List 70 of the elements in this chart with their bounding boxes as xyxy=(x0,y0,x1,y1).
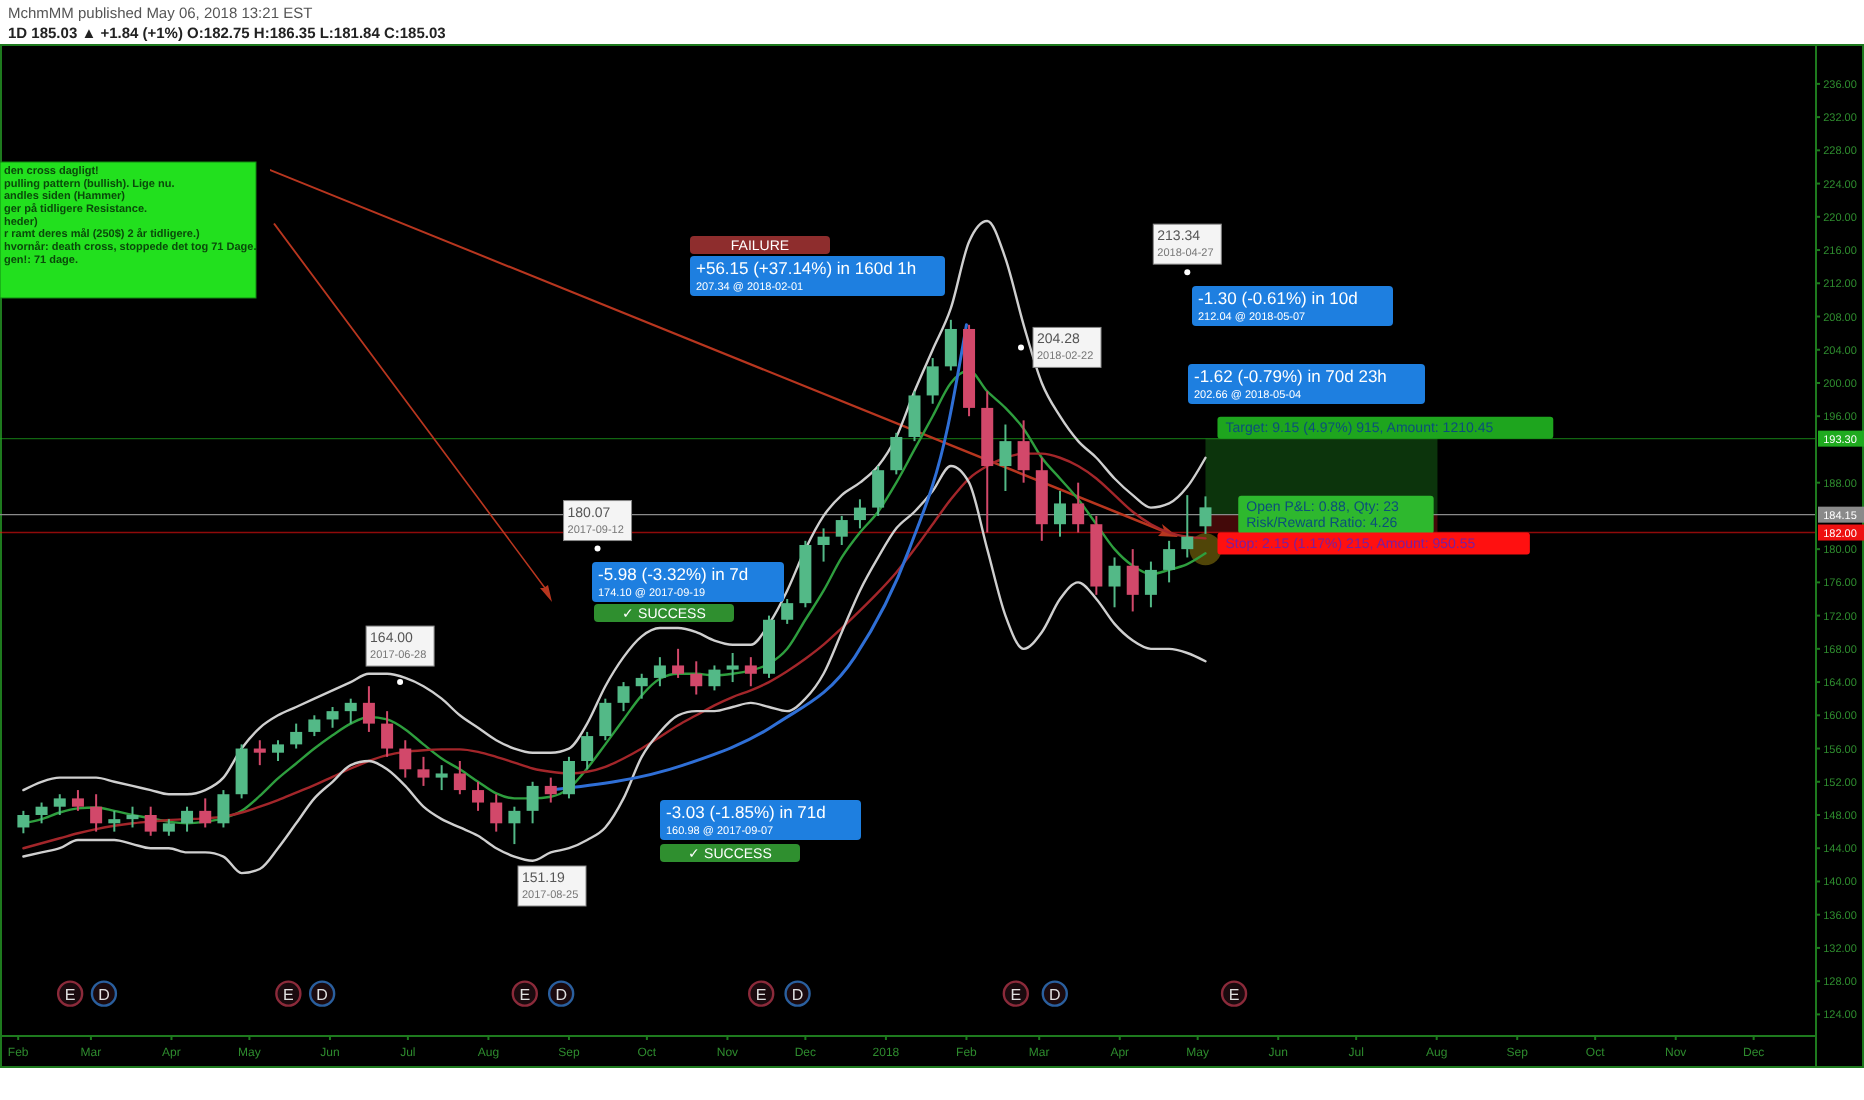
candlestick xyxy=(708,664,721,692)
candlestick xyxy=(453,760,466,796)
candlestick xyxy=(35,801,48,825)
annotation: D xyxy=(555,985,568,1004)
candlestick xyxy=(490,793,503,833)
candlestick xyxy=(1072,481,1085,534)
candlestick xyxy=(853,498,866,530)
annotation: D xyxy=(316,985,329,1004)
candlestick xyxy=(253,739,266,767)
candlestick xyxy=(944,318,957,372)
candlestick xyxy=(653,656,666,688)
candlestick xyxy=(199,797,212,829)
candlestick xyxy=(1053,489,1066,538)
candlestick xyxy=(744,656,757,688)
candlestick xyxy=(472,780,485,812)
candlestick xyxy=(872,465,885,517)
candlestick xyxy=(53,793,66,816)
candlestick xyxy=(308,714,321,738)
candlestick xyxy=(144,805,157,837)
candlestick xyxy=(90,793,103,833)
candlestick xyxy=(672,647,685,679)
candlestick xyxy=(217,789,230,829)
candlestick xyxy=(817,527,830,563)
candlestick xyxy=(544,776,557,804)
annotation: E xyxy=(519,985,531,1004)
candlestick xyxy=(999,423,1012,492)
candlestick xyxy=(435,764,448,792)
candlestick xyxy=(908,390,921,443)
candlestick xyxy=(381,710,394,758)
candlestick xyxy=(1199,495,1212,535)
candlestick xyxy=(1181,494,1194,559)
candlestick xyxy=(1108,556,1121,609)
candlestick xyxy=(635,672,648,700)
annotation: D xyxy=(791,985,804,1004)
candlestick xyxy=(344,697,357,725)
candlestick xyxy=(362,685,375,733)
annotation: E xyxy=(1228,985,1240,1004)
candlestick xyxy=(271,739,284,762)
candlestick xyxy=(581,730,594,771)
candlestick xyxy=(526,780,539,825)
candlestick xyxy=(835,514,848,546)
candlestick xyxy=(126,805,139,829)
candlestick xyxy=(17,809,30,835)
candlestick xyxy=(617,681,630,713)
candlestick xyxy=(562,755,575,800)
candlestick xyxy=(1163,539,1176,584)
annotation: D xyxy=(1049,985,1062,1004)
annotation: E xyxy=(283,985,294,1004)
candlestick xyxy=(181,805,194,833)
candlestick xyxy=(1126,548,1139,613)
annotation: E xyxy=(64,985,76,1004)
candlestick xyxy=(1017,419,1030,484)
candlestick xyxy=(599,697,612,742)
annotation: E xyxy=(755,985,767,1004)
candlestick xyxy=(326,705,339,729)
candlestick xyxy=(290,722,303,750)
candlestick xyxy=(926,357,939,405)
candlestick xyxy=(781,597,794,625)
candlestick xyxy=(1144,560,1157,609)
candlestick xyxy=(71,789,84,812)
candlestick xyxy=(417,755,430,787)
candlestick xyxy=(890,431,903,476)
annotation: E xyxy=(1010,985,1022,1004)
annotation: D xyxy=(98,985,111,1004)
candlestick xyxy=(399,739,412,779)
candlestick xyxy=(508,805,521,846)
candlestick xyxy=(235,743,248,800)
candlestick xyxy=(690,660,703,696)
candlestick xyxy=(108,809,121,833)
candlestick xyxy=(726,651,739,684)
